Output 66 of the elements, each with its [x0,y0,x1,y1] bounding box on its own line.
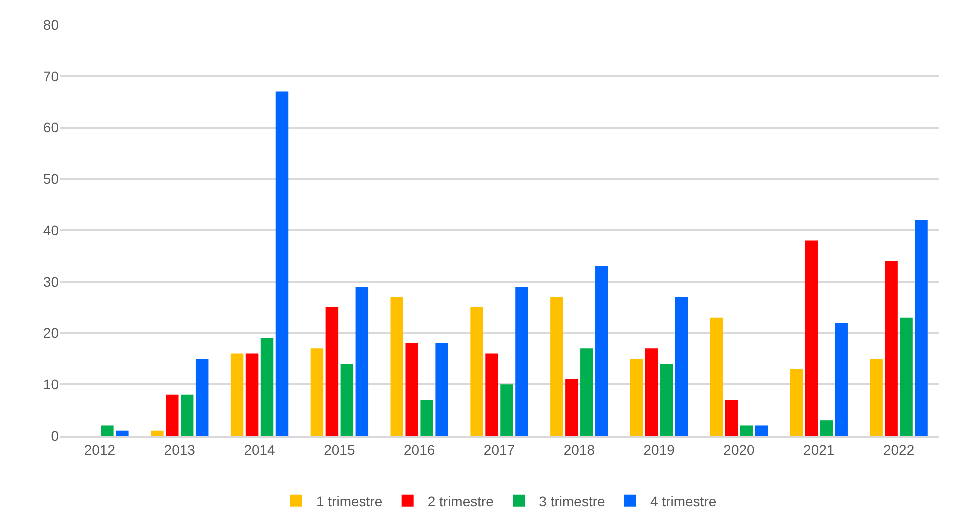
bar [645,348,658,436]
bar [390,297,404,436]
bar [915,220,928,436]
y-tick-label: 70 [43,68,60,84]
bar [116,430,129,436]
bar [630,358,644,436]
y-tick-label: 0 [51,428,60,444]
bar [660,364,674,436]
bar [820,420,833,436]
bar [675,297,688,436]
bar [356,287,369,436]
bar [260,338,274,436]
y-tick-label: 20 [43,325,60,342]
y-tick-label: 60 [43,120,60,136]
legend-label: 2 trimestre [428,493,494,510]
bar [486,354,498,436]
x-tick-label: 2014 [244,442,276,458]
x-tick-label: 2021 [804,442,835,458]
bar [196,358,209,436]
bar [870,358,883,436]
bar [246,354,259,436]
x-tick-label: 2015 [324,442,356,458]
bar [406,344,418,436]
bar [310,348,324,436]
bar [790,369,804,436]
bar [566,379,578,436]
bar [900,318,913,436]
bar [835,322,848,436]
legend-label: 4 trimestre [650,493,717,510]
bar [516,287,528,436]
bar [101,426,114,436]
x-tick-label: 2017 [484,442,516,458]
bar [725,400,738,436]
bar [755,426,768,436]
y-tick-label: 80 [43,16,60,33]
y-tick-label: 40 [43,222,60,238]
bar [740,426,754,436]
bar [436,344,448,436]
bar [276,92,289,436]
x-tick-label: 2012 [84,442,116,458]
y-tick-label: 50 [43,171,60,188]
bar [151,430,164,436]
x-tick-label: 2022 [883,442,915,458]
bar [805,240,818,436]
x-tick-label: 2013 [164,442,196,458]
y-tick-label: 30 [43,274,60,290]
bar [470,308,484,436]
bar [550,297,564,436]
bar [580,348,594,436]
y-tick-label: 10 [43,376,60,393]
x-tick-label: 2018 [564,442,596,458]
bar [326,308,339,436]
bar [340,364,354,436]
x-tick-label: 2020 [724,442,756,458]
bar [500,384,514,436]
bar [885,261,898,436]
bar [230,354,244,436]
x-tick-label: 2016 [404,442,436,458]
bar [180,394,194,436]
bar [596,266,608,436]
bar [166,394,179,436]
legend-label: 1 trimestre [316,493,383,510]
bar [420,400,434,436]
x-tick-label: 2019 [644,442,676,458]
legend-label: 3 trimestre [539,493,606,510]
bar [710,318,724,436]
